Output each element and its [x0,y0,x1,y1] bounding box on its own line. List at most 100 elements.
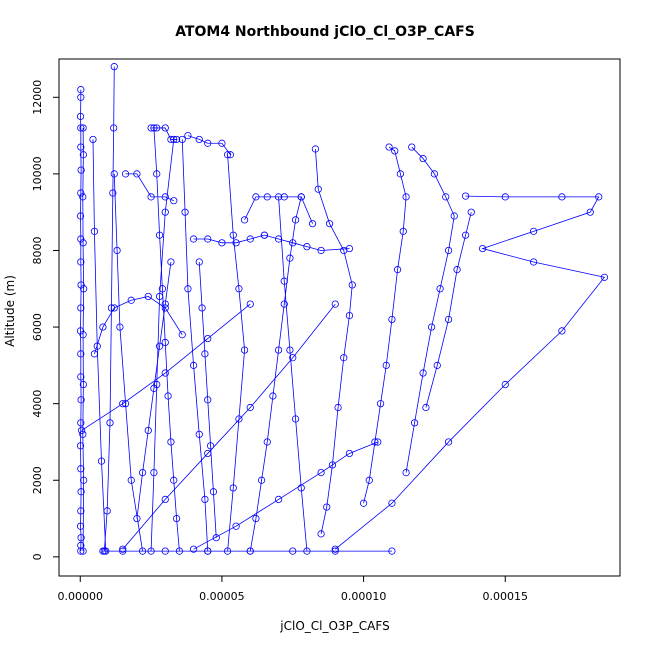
data-point [246,403,254,412]
data-point [147,124,155,132]
data-point [263,438,271,446]
data-point [263,193,271,201]
data-point [240,216,249,224]
data-point [116,323,124,331]
series-line [244,196,313,224]
series-profile [79,124,88,555]
data-point [297,193,305,201]
series-profile [90,292,186,358]
data-point [184,131,192,140]
data-point [77,281,85,289]
data-point [289,354,297,362]
data-point [119,545,127,553]
data-point [374,438,382,446]
data-point [206,442,215,450]
series-line [405,146,455,473]
y-tick-label: 12000 [31,80,44,115]
data-point [218,139,226,147]
data-point [461,192,470,200]
data-point [195,430,203,438]
data-point [427,323,436,331]
data-point [558,193,566,201]
y-tick-label: 10000 [31,156,44,191]
plot-frame [58,58,621,577]
data-point [90,227,99,235]
x-tick-label: 0.00010 [341,590,387,603]
data-point [325,220,334,228]
data-point [388,315,396,324]
series-line [198,261,217,538]
data-point [167,135,175,144]
data-point [274,235,283,243]
data-point [501,193,509,201]
data-point [167,258,175,266]
series-line [315,148,353,534]
data-point [189,361,198,369]
data-point [444,438,453,446]
data-point [195,135,203,144]
series-profile [89,135,110,555]
data-point [291,415,300,423]
data-point [558,327,566,335]
data-point [229,231,237,239]
data-point [110,124,118,132]
data-point [314,185,322,193]
data-point [153,170,161,178]
data-point [155,342,164,350]
data-point [252,193,260,201]
data-point [76,327,85,335]
series-line [264,234,350,251]
data-point [393,266,402,274]
data-point [274,346,283,354]
data-point [155,231,164,239]
series-line [181,139,209,552]
data-point [201,350,209,358]
data-point [246,300,254,308]
series-profile [76,86,85,555]
series-profile [184,131,235,159]
y-axis-label: Altitude (m) [3,275,17,347]
data-point [80,476,88,484]
series-profile [260,231,354,255]
data-point [600,273,609,281]
data-point [77,488,85,496]
x-tick-label: 0.00005 [199,590,245,603]
data-point [77,166,85,174]
data-point [181,208,189,216]
data-point [121,170,130,178]
data-point [93,342,101,350]
data-point [109,189,117,197]
data-point [79,193,87,201]
series-profile [178,135,212,555]
series-line [122,303,336,550]
data-point [331,300,339,308]
series-line [113,173,143,552]
data-point [359,499,368,507]
data-point [161,124,169,132]
series-line [193,234,265,244]
data-point [79,331,87,339]
data-point [178,331,186,339]
series-profile [147,124,181,144]
data-point [340,354,348,362]
data-point [257,476,266,484]
data-point [331,545,339,553]
data-point [161,495,169,504]
data-point [235,415,243,423]
x-tick-label: 0.00015 [483,590,529,603]
data-point [77,304,85,312]
data-point [172,514,181,523]
data-point [167,438,175,446]
data-point [77,350,85,358]
data-point [184,285,192,293]
data-point [450,212,458,220]
data-point [113,246,121,255]
data-point [161,338,169,346]
data-point [402,193,410,201]
data-point [119,400,127,408]
data-point [252,514,260,523]
data-point [308,220,317,228]
series-line [425,212,472,408]
data-point [246,235,254,243]
